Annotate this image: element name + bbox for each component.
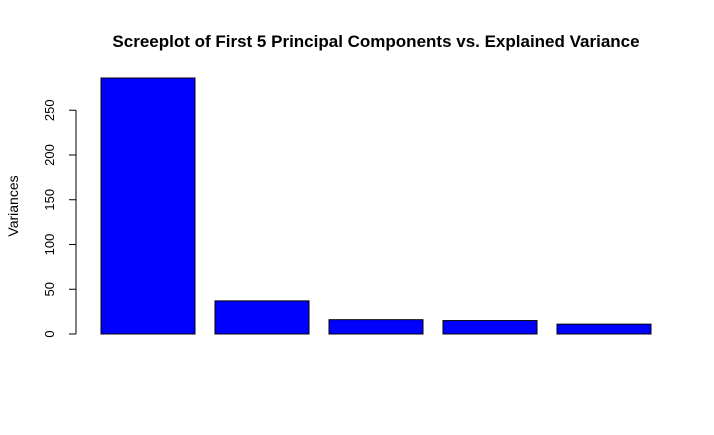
y-axis: 0 50 100 150 200 250: [42, 99, 77, 338]
bar-pc5: [556, 323, 652, 335]
y-tick-label: 250: [42, 99, 57, 121]
bar-pc3: [328, 319, 424, 335]
y-tick-label: 200: [42, 144, 57, 166]
bar-pc4: [442, 320, 538, 335]
chart-title: Screeplot of First 5 Principal Component…: [112, 32, 639, 51]
y-axis-label: Variances: [5, 175, 21, 236]
bar-pc1: [100, 77, 196, 335]
y-tick-label: 50: [42, 282, 57, 296]
bars-group: [100, 77, 652, 335]
bar-pc2: [214, 300, 310, 335]
y-tick-label: 150: [42, 189, 57, 211]
y-tick-label: 0: [42, 330, 57, 337]
y-tick-label: 100: [42, 234, 57, 256]
